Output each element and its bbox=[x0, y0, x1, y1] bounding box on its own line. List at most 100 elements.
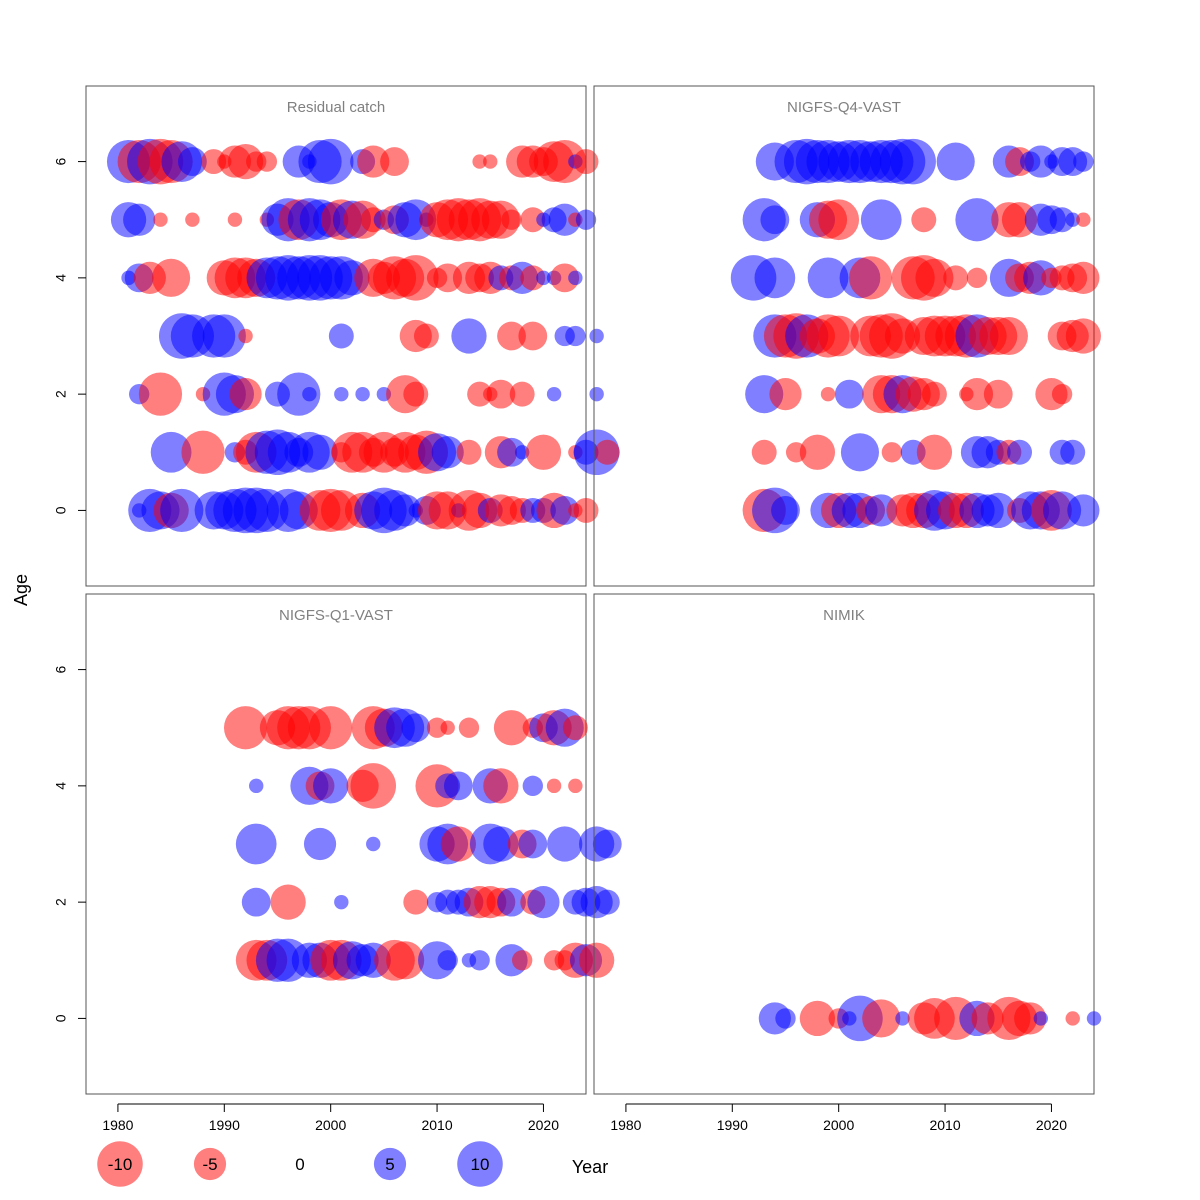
residual-bubble bbox=[818, 199, 860, 241]
residual-bubble bbox=[543, 139, 587, 184]
residual-bubble bbox=[1076, 212, 1091, 227]
residual-bubble bbox=[235, 823, 277, 865]
residual-bubble bbox=[751, 439, 777, 465]
residual-bubble bbox=[1065, 318, 1101, 354]
residual-bubble bbox=[431, 436, 464, 469]
residual-bubble bbox=[380, 147, 409, 176]
panel-title: NIMIK bbox=[823, 607, 865, 624]
residual-bubble bbox=[328, 323, 354, 349]
residual-bubble bbox=[386, 941, 425, 980]
residual-bubble bbox=[403, 381, 429, 407]
residual-bubble bbox=[594, 889, 620, 915]
residual-bubble bbox=[355, 386, 370, 402]
panel-title: NIGFS-Q1-VAST bbox=[279, 607, 393, 624]
residual-bubble bbox=[501, 209, 522, 230]
residual-bubble bbox=[413, 323, 439, 349]
residual-bubble bbox=[565, 325, 586, 347]
residual-bubble bbox=[573, 497, 599, 523]
residual-bubble bbox=[201, 149, 227, 175]
residual-bubble bbox=[497, 321, 526, 351]
y-tick-label: 0 bbox=[53, 1014, 69, 1022]
x-tick-label: 1980 bbox=[102, 1117, 133, 1133]
residual-bubble bbox=[943, 265, 969, 291]
residual-bubble bbox=[550, 263, 580, 293]
residual-bubble bbox=[366, 836, 381, 852]
legend-label: 5 bbox=[385, 1155, 394, 1174]
residual-bubble bbox=[592, 829, 622, 859]
residual-bubble bbox=[840, 433, 880, 472]
residual-bubble bbox=[579, 942, 615, 978]
residual-bubble bbox=[497, 887, 526, 917]
residual-bubble bbox=[936, 142, 975, 181]
residual-bubble bbox=[547, 826, 583, 862]
x-tick-label: 1980 bbox=[610, 1117, 641, 1133]
residual-bubble bbox=[769, 378, 802, 411]
residual-bubble bbox=[916, 434, 953, 470]
legend-bubble bbox=[97, 1141, 143, 1187]
residual-bubble bbox=[775, 1008, 796, 1029]
residual-bubble bbox=[820, 386, 836, 402]
residual-bubble bbox=[403, 889, 429, 915]
residual-bubble bbox=[483, 826, 519, 862]
panel: NIGFS-Q1-VAST 0 2 4 6 bbox=[53, 593, 622, 1095]
residual-bubble bbox=[313, 768, 349, 804]
y-tick-label: 4 bbox=[53, 274, 69, 282]
residual-bubble bbox=[467, 381, 493, 407]
residual-bubble bbox=[518, 321, 548, 351]
residual-bubble bbox=[181, 430, 225, 474]
y-tick-label: 6 bbox=[53, 157, 69, 165]
residual-bubble bbox=[451, 318, 487, 354]
residual-bubble bbox=[915, 258, 954, 297]
residual-bubble bbox=[966, 267, 988, 289]
residual-bubble bbox=[223, 706, 268, 750]
x-axis-title: Year bbox=[572, 1157, 608, 1177]
residual-bubble bbox=[960, 378, 994, 411]
y-tick-label: 6 bbox=[53, 665, 69, 673]
panels-layer: Residual catch 0 2 4 6 NIGFS-Q4-VAST NIGFS-Q1-… bbox=[53, 85, 1102, 1095]
residual-bubble bbox=[568, 270, 583, 286]
residual-bubble bbox=[303, 827, 337, 861]
residual-bubble bbox=[357, 145, 390, 178]
legend-label: -5 bbox=[202, 1155, 217, 1174]
residual-bubble bbox=[754, 257, 796, 299]
residual-bubble bbox=[497, 437, 526, 467]
y-tick-label: 2 bbox=[53, 390, 69, 398]
x-tick-label: 2010 bbox=[929, 1117, 960, 1133]
x-tick-label: 2010 bbox=[421, 1117, 452, 1133]
residual-bubble bbox=[589, 328, 604, 344]
residual-bubble bbox=[256, 151, 278, 172]
residual-bubble bbox=[1060, 439, 1086, 465]
residual-bubble bbox=[568, 778, 583, 794]
residual-bubble bbox=[536, 270, 551, 286]
legend: -10 -5 0 5 10 bbox=[97, 1141, 503, 1187]
x-tick-label: 2020 bbox=[528, 1117, 559, 1133]
residual-bubble bbox=[862, 999, 901, 1038]
residual-bubble bbox=[511, 950, 533, 971]
residual-bubble bbox=[520, 265, 546, 291]
residual-bubble bbox=[589, 386, 604, 402]
panel: NIGFS-Q4-VAST bbox=[593, 85, 1101, 587]
residual-bubble bbox=[1073, 151, 1094, 172]
residual-bubble bbox=[493, 710, 530, 746]
x-tick-label: 1990 bbox=[209, 1117, 240, 1133]
residual-bubble bbox=[456, 439, 482, 465]
x-tick-label: 1990 bbox=[717, 1117, 748, 1133]
residual-bubble bbox=[309, 706, 353, 750]
residual-bubble bbox=[1051, 383, 1073, 405]
residual-bubble bbox=[834, 379, 864, 409]
residual-bubble bbox=[890, 138, 936, 185]
residual-bubble bbox=[277, 372, 321, 416]
residual-bubble bbox=[469, 950, 490, 971]
residual-bubble bbox=[229, 378, 262, 411]
residual-bubble bbox=[760, 205, 790, 235]
residual-bubble bbox=[983, 379, 1013, 409]
residual-bubble bbox=[520, 207, 546, 233]
residual-bubble bbox=[486, 379, 516, 409]
residual-bubble bbox=[177, 147, 207, 176]
residual-bubble bbox=[160, 488, 204, 533]
legend-label: 10 bbox=[471, 1155, 490, 1174]
residual-bubble bbox=[548, 203, 581, 236]
residual-bubble bbox=[550, 496, 580, 525]
residual-bubble bbox=[350, 763, 397, 809]
residual-bubble bbox=[980, 492, 1016, 529]
